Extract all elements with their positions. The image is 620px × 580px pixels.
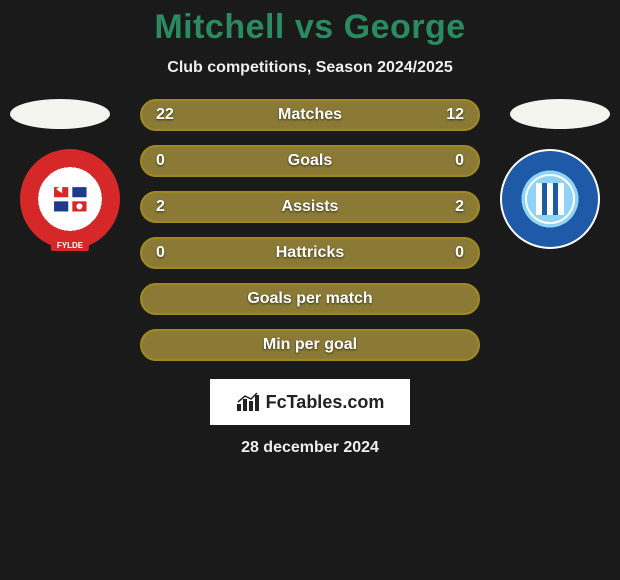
stat-bar-assists: 2 Assists 2 bbox=[140, 191, 480, 223]
stats-bars: 22 Matches 12 0 Goals 0 2 Assists 2 0 Hattricks 0 Go… bbox=[140, 99, 480, 361]
chart-icon bbox=[236, 392, 260, 412]
stat-label: Assists bbox=[282, 198, 339, 216]
stat-left-value: 2 bbox=[156, 198, 165, 216]
footer-logo[interactable]: FcTables.com bbox=[210, 379, 410, 425]
fylde-label: FYLDE bbox=[51, 240, 89, 251]
stat-left-value: 0 bbox=[156, 244, 165, 262]
stat-right-value: 2 bbox=[455, 198, 464, 216]
wide-bar-min-per-goal: Min per goal bbox=[140, 329, 480, 361]
page-title: Mitchell vs George bbox=[0, 0, 620, 47]
stat-label: Matches bbox=[278, 106, 342, 124]
vs-text: vs bbox=[295, 8, 334, 46]
stat-left-value: 0 bbox=[156, 152, 165, 170]
club-badge-right bbox=[500, 149, 600, 249]
left-oval-decoration bbox=[10, 99, 110, 129]
footer-date: 28 december 2024 bbox=[0, 439, 620, 457]
club-badge-left: FYLDE bbox=[20, 149, 120, 249]
halifax-shield-icon bbox=[536, 183, 564, 215]
stat-right-value: 0 bbox=[455, 152, 464, 170]
player-left-name: Mitchell bbox=[154, 8, 285, 46]
stat-left-value: 22 bbox=[156, 106, 174, 124]
stat-label: Hattricks bbox=[276, 244, 344, 262]
right-oval-decoration bbox=[510, 99, 610, 129]
stat-right-value: 0 bbox=[455, 244, 464, 262]
wide-bar-label: Goals per match bbox=[247, 290, 372, 308]
comparison-content: FYLDE 22 Matches 12 0 Goals 0 2 Assists 2 0 Hattri… bbox=[0, 99, 620, 457]
player-right-name: George bbox=[344, 8, 466, 46]
stat-bar-matches: 22 Matches 12 bbox=[140, 99, 480, 131]
fylde-crest-icon bbox=[50, 179, 91, 220]
subtitle: Club competitions, Season 2024/2025 bbox=[0, 59, 620, 77]
stat-label: Goals bbox=[288, 152, 332, 170]
footer-site: FcTables.com bbox=[266, 392, 385, 413]
stat-bar-goals: 0 Goals 0 bbox=[140, 145, 480, 177]
stat-bar-hattricks: 0 Hattricks 0 bbox=[140, 237, 480, 269]
wide-bar-label: Min per goal bbox=[263, 336, 357, 354]
stat-right-value: 12 bbox=[446, 106, 464, 124]
wide-bar-goals-per-match: Goals per match bbox=[140, 283, 480, 315]
